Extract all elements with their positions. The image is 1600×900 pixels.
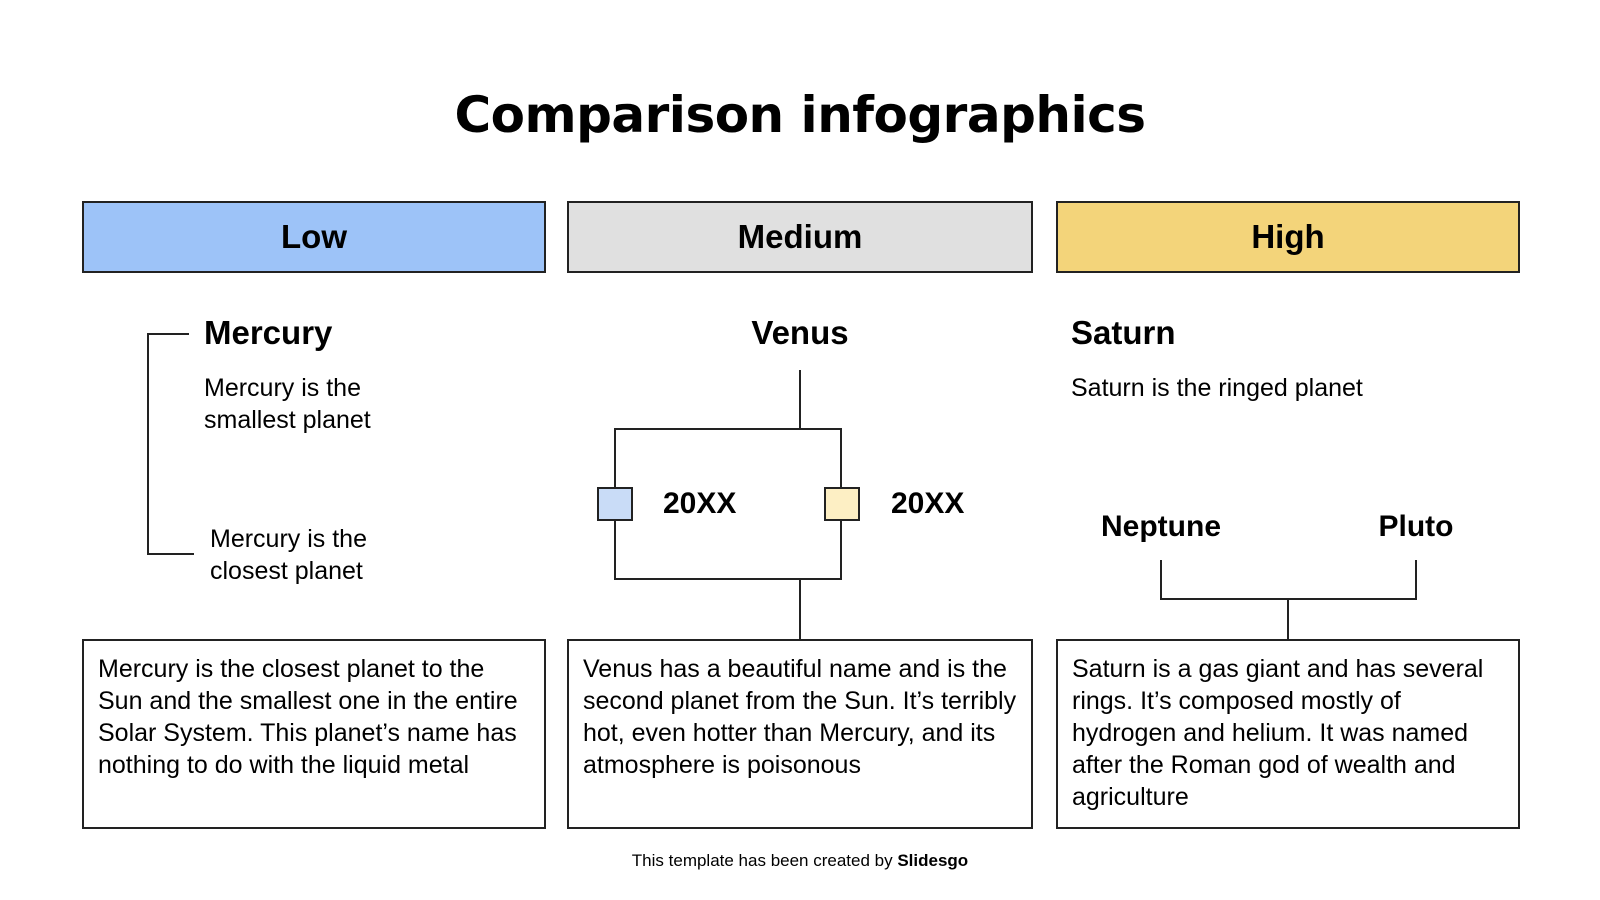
high-planet-title: Saturn bbox=[1071, 314, 1176, 351]
medium-description: Venus has a beautiful name and is the se… bbox=[567, 639, 1033, 829]
connector-line bbox=[1415, 560, 1417, 600]
low-planet-title: Mercury bbox=[204, 314, 333, 351]
low-fact-1: Mercury is the smallest planet bbox=[204, 374, 371, 434]
connector-line bbox=[1287, 598, 1289, 639]
branch-neptune: Neptune bbox=[1101, 510, 1221, 543]
high-description: Saturn is a gas giant and has several ri… bbox=[1056, 639, 1520, 829]
connector-line bbox=[799, 370, 801, 428]
low-description: Mercury is the closest planet to the Sun… bbox=[82, 639, 546, 829]
low-fact-2: Mercury is the closest planet bbox=[210, 525, 367, 585]
bracket-line bbox=[147, 333, 189, 335]
year-marker-left bbox=[597, 487, 633, 521]
footer-credit: This template has been created by Slides… bbox=[0, 851, 1600, 871]
header-medium: Medium bbox=[567, 201, 1033, 273]
medium-planet-title: Venus bbox=[751, 314, 849, 351]
header-high: High bbox=[1056, 201, 1520, 273]
year-right: 20XX bbox=[891, 487, 965, 520]
page-title: Comparison infographics bbox=[454, 86, 1146, 144]
footer-brand[interactable]: Slidesgo bbox=[897, 851, 969, 870]
connector-line bbox=[799, 580, 801, 639]
branch-pluto: Pluto bbox=[1378, 510, 1454, 543]
year-left: 20XX bbox=[663, 487, 737, 520]
header-low: Low bbox=[82, 201, 546, 273]
bracket-line bbox=[147, 553, 194, 555]
bracket-line bbox=[147, 333, 149, 555]
high-fact: Saturn is the ringed planet bbox=[1071, 374, 1363, 402]
year-marker-right bbox=[824, 487, 860, 521]
connector-line bbox=[1160, 560, 1162, 600]
footer-prefix: This template has been created by bbox=[631, 851, 898, 870]
